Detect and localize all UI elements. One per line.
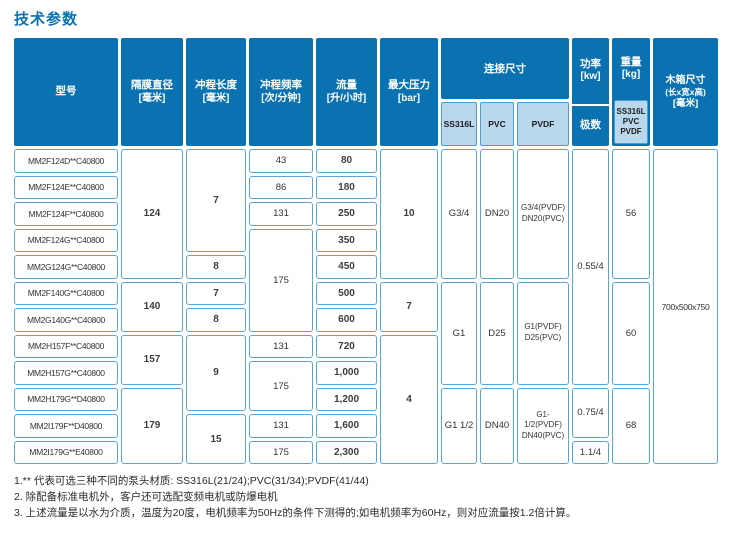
header-connection-size-group: 连接尺寸 SS316L PVC PVDF xyxy=(441,38,569,146)
cell-pressure: 10 xyxy=(380,149,438,279)
cell-diaphragm: 124 xyxy=(121,149,183,279)
cell-pvc: D25 xyxy=(480,281,514,385)
header-stroke-length: 冲程长度 [毫米] xyxy=(186,38,246,146)
header-crate-size: 木箱尺寸 (长x宽x高) [毫米] xyxy=(653,38,718,146)
cell-pvdf: G1(PVDF) D25(PVC) xyxy=(517,281,569,385)
cell-stroke: 9 xyxy=(186,334,246,411)
cell-stroke: 7 xyxy=(186,281,246,305)
header-stroke-frequency: 冲程频率 [次/分钟] xyxy=(249,38,313,146)
cell-frequency: 86 xyxy=(249,175,313,199)
header-pole-count: 极数 xyxy=(580,119,601,132)
cell-flow: 2,300 xyxy=(316,440,377,464)
cell-power: 0.55/4 xyxy=(572,149,609,385)
cell-pvc: DN20 xyxy=(480,149,514,279)
cell-ss316l: G1 1/2 xyxy=(441,387,477,464)
header-model: 型号 xyxy=(14,38,118,146)
cell-flow: 250 xyxy=(316,202,377,226)
cell-power: 1.1/4 xyxy=(572,440,609,464)
cell-ss316l: G1 xyxy=(441,281,477,385)
cell-flow: 1,600 xyxy=(316,414,377,438)
cell-flow: 600 xyxy=(316,308,377,332)
cell-stroke: 15 xyxy=(186,414,246,464)
model-cell: MM2I179F**D40800 xyxy=(14,414,118,438)
cell-flow: 720 xyxy=(316,334,377,358)
header-weight: 重量 [kg] SS316L PVC PVDF xyxy=(612,38,650,146)
header-connection-pvdf: PVDF xyxy=(517,102,569,146)
footnotes: 1.** 代表可选三种不同的泵头材质: SS316L(21/24);PVC(31… xyxy=(14,473,718,521)
cell-diaphragm: 140 xyxy=(121,281,183,332)
header-weight-materials: SS316L PVC PVDF xyxy=(614,100,648,144)
cell-pvdf: G1-1/2(PVDF) DN40(PVC) xyxy=(517,387,569,464)
header-flow-rate: 流量 [升/小时] xyxy=(316,38,377,146)
model-cell: MM2F124D**C40800 xyxy=(14,149,118,173)
power-header-divider xyxy=(572,104,609,106)
cell-weight: 60 xyxy=(612,281,650,385)
header-connection-pvc: PVC xyxy=(480,102,514,146)
cell-frequency: 175 xyxy=(249,228,313,332)
cell-flow: 1,200 xyxy=(316,387,377,411)
cell-flow: 80 xyxy=(316,149,377,173)
header-power: 功率 [kw] 极数 xyxy=(572,38,609,146)
model-cell: MM2F140G**C40800 xyxy=(14,281,118,305)
model-cell: MM2F124E**C40800 xyxy=(14,175,118,199)
model-cell: MM2G124G**C40800 xyxy=(14,255,118,279)
cell-stroke: 8 xyxy=(186,255,246,279)
cell-flow: 180 xyxy=(316,175,377,199)
cell-frequency: 131 xyxy=(249,334,313,358)
cell-flow: 1,000 xyxy=(316,361,377,385)
cell-pvdf: G3/4(PVDF) DN20(PVC) xyxy=(517,149,569,279)
footnote-1: 1.** 代表可选三种不同的泵头材质: SS316L(21/24);PVC(31… xyxy=(14,475,369,487)
cell-diaphragm: 179 xyxy=(121,387,183,464)
cell-ss316l: G3/4 xyxy=(441,149,477,279)
cell-pvc: DN40 xyxy=(480,387,514,464)
cell-flow: 500 xyxy=(316,281,377,305)
model-cell: MM2H157G**C40800 xyxy=(14,361,118,385)
model-cell: MM2H157F**C40800 xyxy=(14,334,118,358)
model-cell: MM2F124G**C40800 xyxy=(14,228,118,252)
header-connection-ss316l: SS316L xyxy=(441,102,477,146)
technical-parameters-table: 型号 隔膜直径 [毫米] 冲程长度 [毫米] 冲程频率 [次/分钟] 流量 [升… xyxy=(14,38,718,464)
model-cell: MM2H179G**D40800 xyxy=(14,387,118,411)
cell-frequency: 43 xyxy=(249,149,313,173)
header-max-pressure: 最大压力 [bar] xyxy=(380,38,438,146)
cell-pressure: 7 xyxy=(380,281,438,332)
cell-flow: 450 xyxy=(316,255,377,279)
footnote-2: 2. 除配备标准电机外，客户还可选配变频电机或防爆电机 xyxy=(14,491,278,503)
header-connection-materials: SS316L PVC PVDF xyxy=(441,102,569,146)
cell-box: 700x500x750 xyxy=(653,149,718,464)
model-cell: MM2F124F**C40800 xyxy=(14,202,118,226)
cell-frequency: 175 xyxy=(249,440,313,464)
header-connection-size: 连接尺寸 xyxy=(441,38,569,99)
page-title: 技术参数 xyxy=(14,11,79,28)
footnote-3: 3. 上述流量是以水为介质，温度为20度，电机频率为50Hz的条件下测得的;如电… xyxy=(14,507,577,519)
cell-frequency: 175 xyxy=(249,361,313,411)
cell-weight: 56 xyxy=(612,149,650,279)
cell-weight: 68 xyxy=(612,387,650,464)
cell-stroke: 7 xyxy=(186,149,246,252)
model-cell: MM2I179G**E40800 xyxy=(14,440,118,464)
header-diaphragm-diameter: 隔膜直径 [毫米] xyxy=(121,38,183,146)
model-cell: MM2G140G**C40800 xyxy=(14,308,118,332)
cell-diaphragm: 157 xyxy=(121,334,183,385)
cell-stroke: 8 xyxy=(186,308,246,332)
cell-pressure: 4 xyxy=(380,334,438,464)
cell-frequency: 131 xyxy=(249,202,313,226)
cell-flow: 350 xyxy=(316,228,377,252)
datasheet-page: 技术参数 型号 隔膜直径 [毫米] 冲程长度 [毫米] 冲程频率 [次/分钟] … xyxy=(14,11,718,521)
cell-power: 0.75/4 xyxy=(572,387,609,438)
cell-frequency: 131 xyxy=(249,414,313,438)
